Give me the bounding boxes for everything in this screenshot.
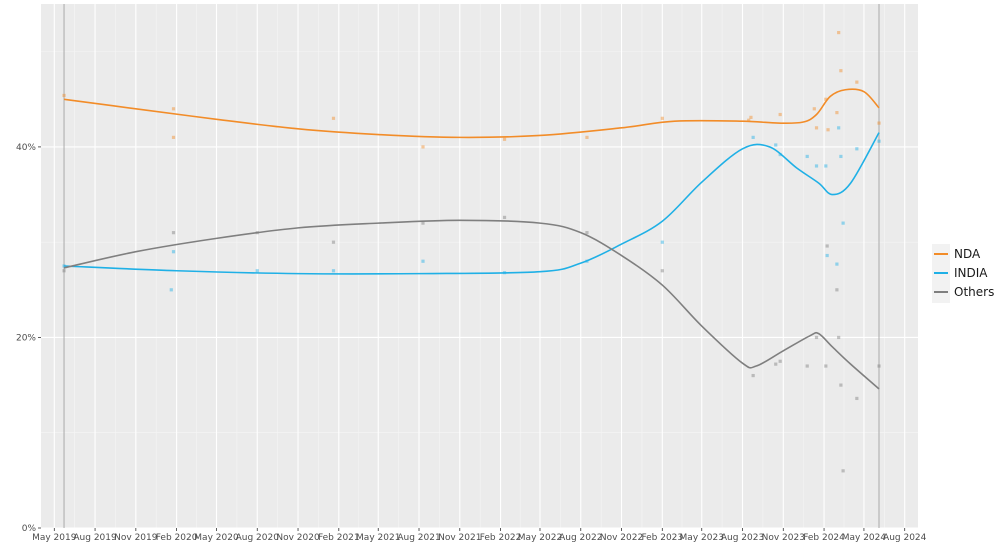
data-point-others xyxy=(778,359,782,363)
data-point-india xyxy=(660,240,664,244)
x-tick-label: May 2023 xyxy=(680,533,724,543)
data-point-india xyxy=(839,154,843,159)
x-tick-label: Nov 2022 xyxy=(600,533,643,543)
legend: NDA INDIA Others xyxy=(932,244,994,303)
x-tick-label: Aug 2023 xyxy=(721,533,764,543)
data-point-india xyxy=(169,288,173,292)
data-point-others xyxy=(837,335,841,340)
data-point-nda xyxy=(855,80,859,84)
data-point-others xyxy=(841,469,845,473)
x-tick-label: Aug 2024 xyxy=(883,533,927,543)
data-point-india xyxy=(814,164,819,168)
data-point-others xyxy=(877,364,881,368)
data-point-others xyxy=(171,231,176,235)
data-point-nda xyxy=(824,97,828,101)
data-point-nda xyxy=(171,135,176,139)
data-point-others xyxy=(825,244,829,248)
data-point-india xyxy=(824,164,828,168)
data-point-others xyxy=(660,269,664,273)
data-point-nda xyxy=(421,145,425,149)
data-point-nda xyxy=(171,107,176,111)
x-tick-label: May 2022 xyxy=(518,533,562,543)
data-point-nda xyxy=(747,118,751,122)
data-point-others xyxy=(774,362,778,366)
grid-major xyxy=(41,4,918,529)
x-tick-label: May 2024 xyxy=(842,533,887,543)
data-point-india xyxy=(855,147,859,151)
x-tick-label: Nov 2021 xyxy=(438,533,481,543)
data-point-nda xyxy=(814,126,819,130)
data-point-nda xyxy=(502,137,507,141)
data-point-others xyxy=(751,373,755,378)
y-tick-label: 0% xyxy=(22,524,37,534)
data-point-india xyxy=(421,259,425,263)
data-point-india xyxy=(805,154,809,159)
x-tick-label: Aug 2020 xyxy=(236,533,280,543)
data-point-nda xyxy=(331,116,336,120)
x-tick-label: May 2021 xyxy=(356,533,400,543)
data-point-nda xyxy=(62,93,66,98)
data-point-nda xyxy=(778,112,782,117)
data-point-nda xyxy=(835,111,839,115)
data-point-others xyxy=(839,383,843,387)
trend-line-others xyxy=(63,219,880,390)
data-point-india xyxy=(751,135,755,139)
data-point-nda xyxy=(660,116,664,120)
grid-minor xyxy=(41,4,918,528)
x-tick-label: Aug 2019 xyxy=(73,533,117,543)
data-point-others xyxy=(824,364,828,368)
x-tick-label: Feb 2022 xyxy=(480,533,522,543)
trend-line-nda xyxy=(63,88,880,139)
data-point-india xyxy=(835,262,839,266)
data-point-others xyxy=(421,221,425,225)
data-point-nda xyxy=(749,115,753,119)
data-point-india xyxy=(331,269,336,273)
x-tick-label: May 2019 xyxy=(32,533,77,543)
x-tick-label: Aug 2022 xyxy=(559,533,602,543)
x-tick-label: Nov 2019 xyxy=(114,533,158,543)
data-point-others xyxy=(805,364,809,368)
data-point-others xyxy=(585,231,589,235)
y-tick-label: 40% xyxy=(16,143,36,153)
legend-label-nda: NDA xyxy=(954,247,981,261)
trend-line-india xyxy=(64,132,880,275)
data-point-others xyxy=(835,288,839,292)
data-point-others xyxy=(331,240,336,244)
data-point-nda xyxy=(877,121,881,125)
data-point-nda xyxy=(837,30,841,35)
data-point-india xyxy=(255,269,259,273)
y-tick-label: 20% xyxy=(16,333,36,343)
data-point-nda xyxy=(585,135,589,139)
x-tick-label: Aug 2021 xyxy=(397,533,440,543)
x-tick-label: Feb 2021 xyxy=(318,533,360,543)
plot-panel xyxy=(41,4,918,528)
legend-label-others: Others xyxy=(954,285,994,299)
data-point-india xyxy=(825,253,829,258)
data-point-india xyxy=(841,221,845,225)
x-tick-label: Nov 2023 xyxy=(762,533,805,543)
data-point-nda xyxy=(826,128,830,132)
data-point-others xyxy=(62,269,66,273)
x-tick-label: Feb 2020 xyxy=(156,533,198,543)
data-point-india xyxy=(877,139,881,143)
legend-label-india: INDIA xyxy=(954,266,988,280)
x-tick-label: Feb 2024 xyxy=(803,533,845,543)
y-axis: 0% 20% 40% xyxy=(16,143,41,534)
data-point-india xyxy=(837,126,841,130)
data-point-others xyxy=(502,215,507,220)
x-tick-label: May 2020 xyxy=(194,533,239,543)
data-point-others xyxy=(855,396,859,401)
data-point-others xyxy=(814,335,819,340)
trend-layer xyxy=(63,88,880,390)
x-tick-label: Feb 2023 xyxy=(641,533,683,543)
x-tick-label: Nov 2020 xyxy=(276,533,320,543)
data-point-nda xyxy=(839,69,843,73)
data-point-india xyxy=(171,250,176,254)
data-point-india xyxy=(774,143,778,147)
data-point-nda xyxy=(812,107,816,111)
